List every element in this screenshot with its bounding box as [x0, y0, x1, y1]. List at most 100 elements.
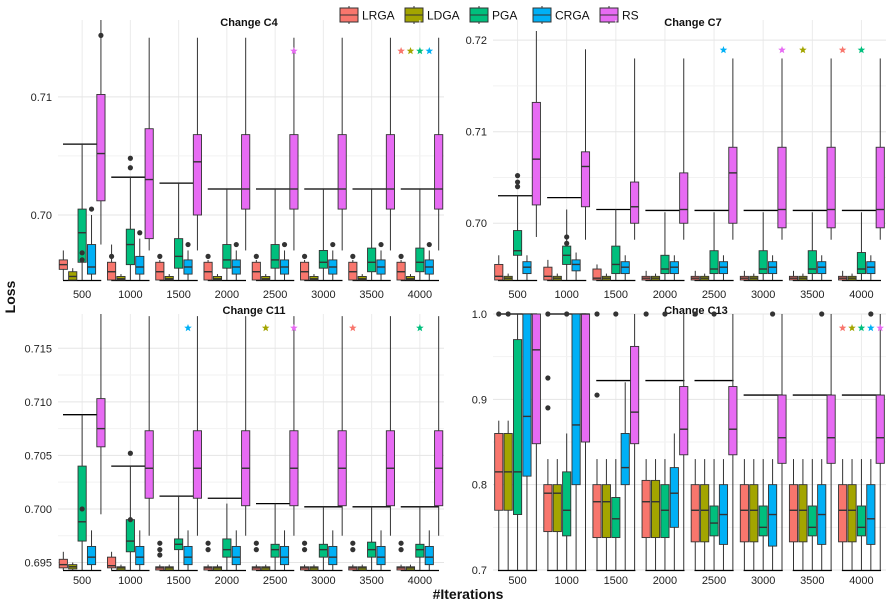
box-body	[513, 339, 523, 515]
outlier-point	[281, 241, 288, 248]
box-crga-500	[522, 255, 532, 280]
box-ldga-1500	[601, 273, 611, 281]
box-lrga-4000	[838, 270, 848, 281]
box-crga-3000	[328, 250, 338, 280]
outlier-point	[496, 311, 502, 317]
box-pga-1500	[174, 496, 184, 570]
outlier-point	[868, 311, 874, 317]
box-body	[107, 556, 117, 569]
box-body	[86, 244, 97, 275]
outlier-point	[594, 392, 600, 398]
box-pga-4000	[856, 212, 866, 280]
significance-star	[397, 47, 405, 55]
box-ldga-1000	[116, 274, 126, 281]
box-lrga-3500	[348, 564, 358, 571]
x-tick-label: 1000	[118, 289, 142, 301]
box-ldga-1000	[552, 459, 562, 570]
box-ldga-1000	[552, 273, 562, 281]
box-rs-4000	[875, 58, 885, 240]
box-body	[531, 313, 541, 445]
y-tick-label: 0.700	[24, 504, 52, 516]
outlier-point	[205, 547, 211, 553]
box-body	[135, 545, 145, 566]
box-body	[777, 146, 787, 229]
box-body	[875, 146, 885, 229]
box-lrga-500	[58, 250, 68, 280]
box-body	[222, 244, 232, 269]
box-lrga-2500	[251, 259, 261, 281]
box-body	[798, 484, 808, 543]
box-body	[807, 250, 817, 275]
outlier-point	[157, 540, 163, 546]
box-body	[192, 430, 202, 499]
box-ldga-2000	[650, 459, 661, 570]
box-ldga-500	[68, 562, 78, 570]
box-body	[679, 172, 689, 224]
outlier-point	[769, 311, 776, 317]
box-rs-3500	[826, 58, 836, 240]
box-crga-500	[86, 215, 97, 280]
outlier-point	[157, 547, 163, 553]
x-tick-label: 2500	[702, 575, 726, 587]
box-pga-2500	[709, 459, 719, 570]
box-pga-4000	[415, 506, 425, 570]
box-rs-3000	[337, 37, 347, 251]
box-body	[270, 244, 280, 269]
box-ldga-500	[503, 273, 513, 281]
outlier-point	[301, 253, 308, 259]
box-body	[777, 394, 787, 464]
outlier-point	[398, 547, 404, 553]
box-body	[709, 505, 719, 537]
outlier-point	[127, 165, 133, 171]
box-crga-2500	[279, 250, 290, 280]
box-body	[552, 484, 562, 533]
gridlines	[493, 20, 886, 280]
x-tick-label: 3000	[751, 575, 775, 587]
box-crga-3000	[768, 255, 778, 280]
box-body	[513, 230, 523, 256]
box-pga-1500	[174, 183, 184, 280]
y-tick-label: 0.70	[466, 218, 487, 230]
box-lrga-3500	[788, 459, 799, 570]
box-rs-1000	[580, 313, 591, 570]
significance-star	[406, 47, 415, 55]
box-crga-500	[86, 530, 97, 570]
legend-label: CRGA	[555, 9, 590, 23]
box-ldga-1500	[164, 564, 174, 571]
outlier-point	[98, 32, 104, 38]
outlier-point	[505, 311, 511, 317]
outlier-point	[301, 540, 308, 546]
box-body	[826, 394, 836, 464]
box-rs-2000	[679, 314, 689, 570]
box-lrga-1500	[592, 264, 602, 281]
box-crga-1000	[135, 530, 145, 570]
significance-star	[838, 324, 847, 332]
outlier-point	[662, 311, 668, 317]
box-pga-500	[77, 414, 87, 570]
box-lrga-2500	[690, 270, 700, 281]
box-ldga-3000	[309, 274, 319, 281]
legend-label: LRGA	[362, 9, 395, 23]
box-body	[531, 101, 541, 206]
box-rs-2500	[289, 37, 299, 251]
x-tick-label: 1500	[166, 289, 190, 301]
outlier-point	[79, 257, 85, 263]
box-crga-3000	[328, 530, 338, 570]
y-tick-label: 1.0	[472, 309, 487, 321]
box-body	[758, 250, 768, 275]
significance-star	[799, 46, 807, 54]
box-body	[856, 505, 866, 537]
outlier-point	[613, 311, 619, 317]
box-body	[728, 146, 738, 224]
outlier-point	[594, 311, 600, 317]
x-tick-label: 3000	[751, 289, 775, 301]
box-body	[620, 433, 630, 486]
box-lrga-3000	[739, 270, 749, 281]
box-ldga-2000	[212, 274, 223, 281]
y-tick-label: 0.70	[31, 210, 52, 222]
panel-title: Change C11	[223, 305, 286, 317]
box-ldga-2000	[650, 273, 661, 281]
y-tick-label: 0.71	[31, 92, 52, 104]
x-tick-label: 1500	[604, 289, 628, 301]
